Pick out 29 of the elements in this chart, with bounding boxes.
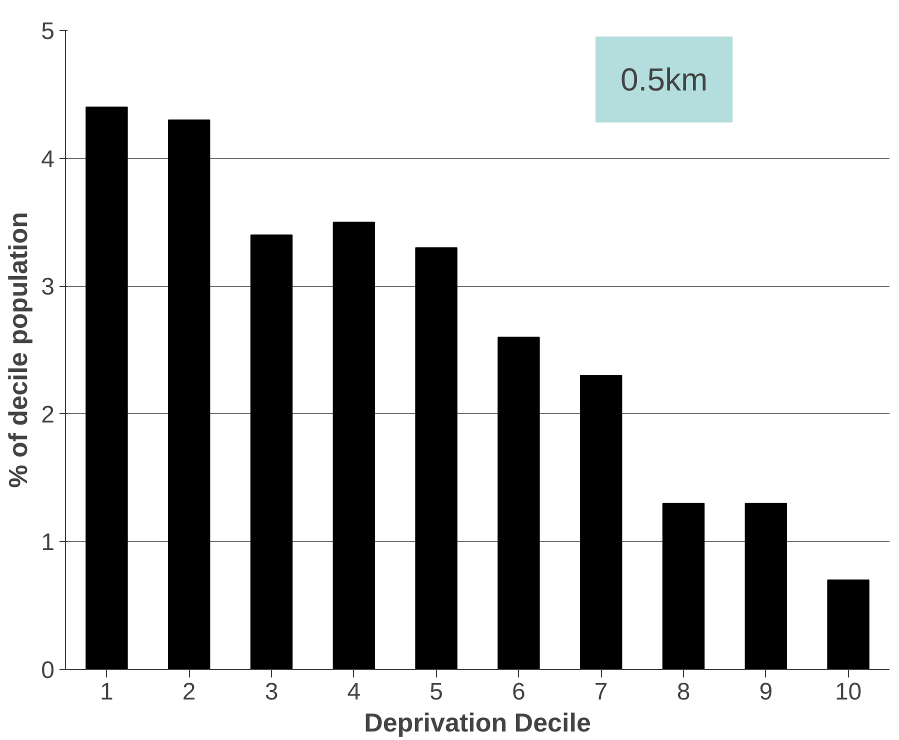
y-axis-title: % of decile population	[3, 212, 34, 488]
bar	[86, 106, 128, 670]
y-tick-label: 5	[41, 18, 55, 45]
x-tick-label: 9	[759, 678, 773, 706]
bar	[250, 234, 293, 670]
x-axis-title: Deprivation Decile	[364, 708, 591, 738]
x-tick-label: 2	[182, 678, 196, 706]
bar	[332, 222, 375, 670]
x-tick-label: 8	[676, 678, 690, 706]
bar	[827, 580, 870, 670]
y-tick-label: 2	[41, 401, 55, 428]
x-tick-label: 1	[100, 678, 114, 706]
x-tick-label: 7	[594, 678, 608, 706]
x-tick-label: 4	[347, 678, 361, 706]
bar	[168, 119, 210, 670]
y-tick-label: 0	[41, 657, 55, 684]
x-tick-label: 3	[264, 678, 278, 706]
y-tick-label: 1	[41, 529, 55, 556]
bar	[662, 502, 705, 670]
annotation: 0.5km	[620, 62, 708, 98]
x-tick-label: 5	[430, 678, 443, 706]
x-tick-label: 6	[512, 678, 526, 706]
y-tick-label: 3	[41, 274, 55, 301]
bar	[580, 375, 622, 670]
bar	[415, 247, 458, 670]
y-tick-label: 4	[41, 146, 55, 173]
bar	[498, 336, 540, 670]
x-tick-label: 10	[834, 678, 862, 706]
bar	[744, 502, 787, 670]
